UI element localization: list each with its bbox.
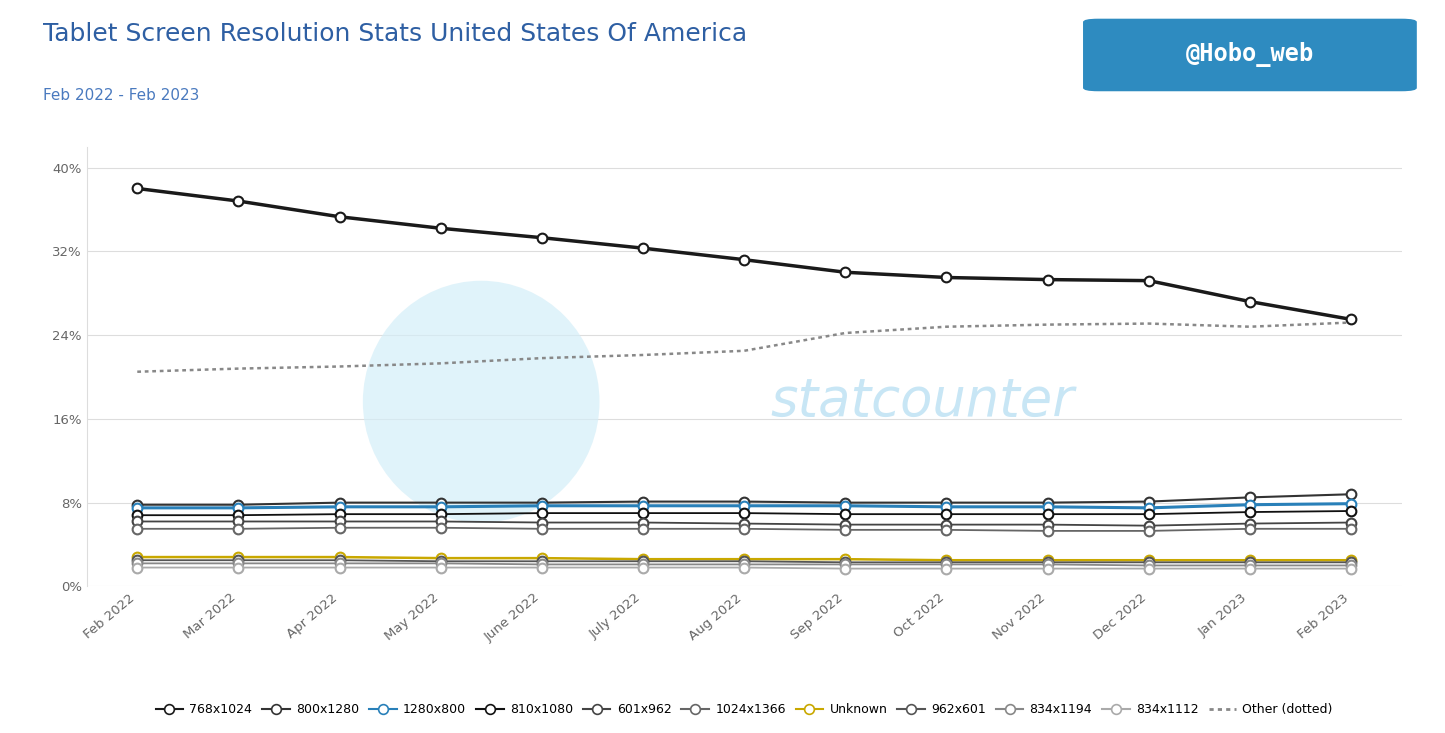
- Legend: 768x1024, 800x1280, 1280x800, 810x1080, 601x962, 1024x1366, Unknown, 962x601, 83: 768x1024, 800x1280, 1280x800, 810x1080, …: [150, 698, 1338, 721]
- Text: @Hobo_web: @Hobo_web: [1186, 43, 1314, 67]
- Ellipse shape: [363, 281, 600, 523]
- Text: Tablet Screen Resolution Stats United States Of America: Tablet Screen Resolution Stats United St…: [43, 22, 747, 46]
- Text: statcounter: statcounter: [770, 376, 1075, 427]
- FancyBboxPatch shape: [1084, 18, 1416, 92]
- Text: Feb 2022 - Feb 2023: Feb 2022 - Feb 2023: [43, 88, 199, 103]
